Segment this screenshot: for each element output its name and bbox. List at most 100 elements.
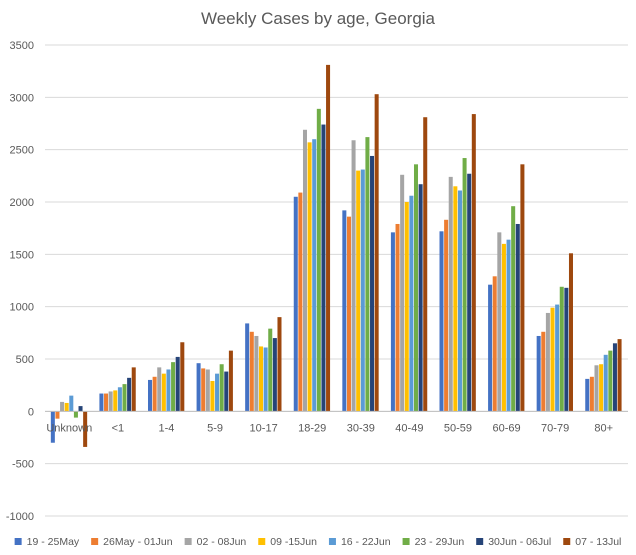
legend-label: 23 - 29Jun	[415, 536, 465, 548]
chart-title: Weekly Cases by age, Georgia	[201, 9, 436, 28]
bar	[370, 155, 375, 412]
bar	[448, 176, 453, 412]
legend-swatch	[328, 538, 336, 545]
bar	[228, 350, 233, 412]
bar	[488, 284, 493, 412]
bar	[326, 64, 331, 412]
bar	[293, 196, 298, 412]
bar	[245, 323, 250, 412]
bar	[254, 335, 259, 412]
bar	[423, 117, 428, 412]
bar	[180, 342, 185, 412]
legend-label: 09 -15Jun	[270, 536, 317, 548]
legend-item: 02 - 08Jun	[184, 536, 246, 548]
bar	[471, 114, 476, 412]
bar	[492, 276, 497, 412]
bar	[316, 108, 321, 412]
bar	[545, 312, 550, 412]
bar	[224, 371, 229, 412]
bar	[64, 402, 69, 412]
bar	[83, 411, 88, 447]
bar	[462, 158, 467, 412]
bar	[131, 367, 136, 412]
legend-item: 19 - 25May	[14, 536, 80, 548]
bar	[321, 124, 326, 412]
bar	[302, 129, 307, 412]
legend-swatch	[184, 538, 192, 545]
bar	[617, 339, 622, 412]
bar	[497, 232, 502, 412]
x-tick-label: 60-69	[492, 422, 520, 434]
bar	[612, 343, 617, 412]
bar	[196, 363, 201, 412]
bar	[161, 373, 166, 412]
bar	[418, 184, 423, 412]
bar	[175, 356, 180, 412]
bar	[50, 411, 55, 443]
bar	[501, 243, 506, 412]
bar	[439, 231, 444, 412]
y-tick-label: -1000	[6, 511, 34, 523]
bar	[201, 368, 206, 412]
bar	[215, 373, 220, 412]
bar	[263, 347, 268, 412]
bar	[564, 287, 569, 412]
bar	[99, 393, 104, 412]
x-tick-label: 30-39	[347, 422, 375, 434]
x-tick-label: 40-49	[395, 422, 423, 434]
x-tick-label: 5-9	[207, 422, 223, 434]
bar	[298, 192, 303, 412]
bar	[409, 195, 414, 412]
legend-item: 07 - 13Jul	[563, 536, 621, 548]
bar	[453, 186, 458, 412]
bar	[113, 390, 118, 412]
x-tick-label: 18-29	[298, 422, 326, 434]
bar	[550, 307, 555, 412]
bar	[249, 331, 254, 412]
bar	[520, 164, 525, 412]
bar	[78, 406, 83, 412]
bar	[127, 377, 132, 412]
x-tick-label: 1-4	[159, 422, 175, 434]
legend-label: 26May - 01Jun	[103, 536, 173, 548]
bars	[50, 64, 622, 447]
bar	[457, 190, 462, 412]
bar	[55, 411, 60, 419]
legend-swatch	[476, 538, 484, 545]
bar	[171, 362, 176, 412]
bar	[219, 364, 224, 412]
legend-label: 30Jun - 06Jul	[488, 536, 551, 548]
bar	[400, 174, 405, 412]
bar	[599, 364, 604, 412]
y-tick-label: 2000	[10, 197, 34, 209]
bar	[413, 164, 419, 412]
x-tick-label: 10-17	[250, 422, 278, 434]
bar	[277, 317, 282, 412]
bar	[395, 223, 400, 412]
bar	[559, 286, 564, 412]
legend-item: 09 -15Jun	[258, 536, 317, 548]
bar	[108, 391, 113, 412]
y-tick-label: -500	[12, 459, 34, 471]
x-tick-label: <1	[112, 422, 125, 434]
x-tick-label: 50-59	[444, 422, 472, 434]
legend-swatch	[91, 538, 99, 545]
bar	[152, 376, 157, 412]
bar	[467, 173, 472, 412]
bar	[374, 94, 379, 412]
legend-item: 23 - 29Jun	[402, 536, 465, 548]
bar	[515, 223, 520, 412]
bar	[444, 219, 449, 412]
bar	[536, 335, 541, 412]
legend-label: 16 - 22Jun	[341, 536, 391, 548]
legend-swatch	[14, 538, 22, 545]
legend-swatch	[563, 538, 571, 545]
legend-swatch	[402, 538, 410, 545]
y-tick-label: 1000	[10, 302, 34, 314]
bar	[365, 137, 370, 412]
y-tick-label: 2500	[10, 145, 34, 157]
axes: -1000 -500 0 500 1000 1500 2000 2500 3000 3500 Unk…	[6, 40, 628, 523]
bar	[603, 354, 608, 412]
